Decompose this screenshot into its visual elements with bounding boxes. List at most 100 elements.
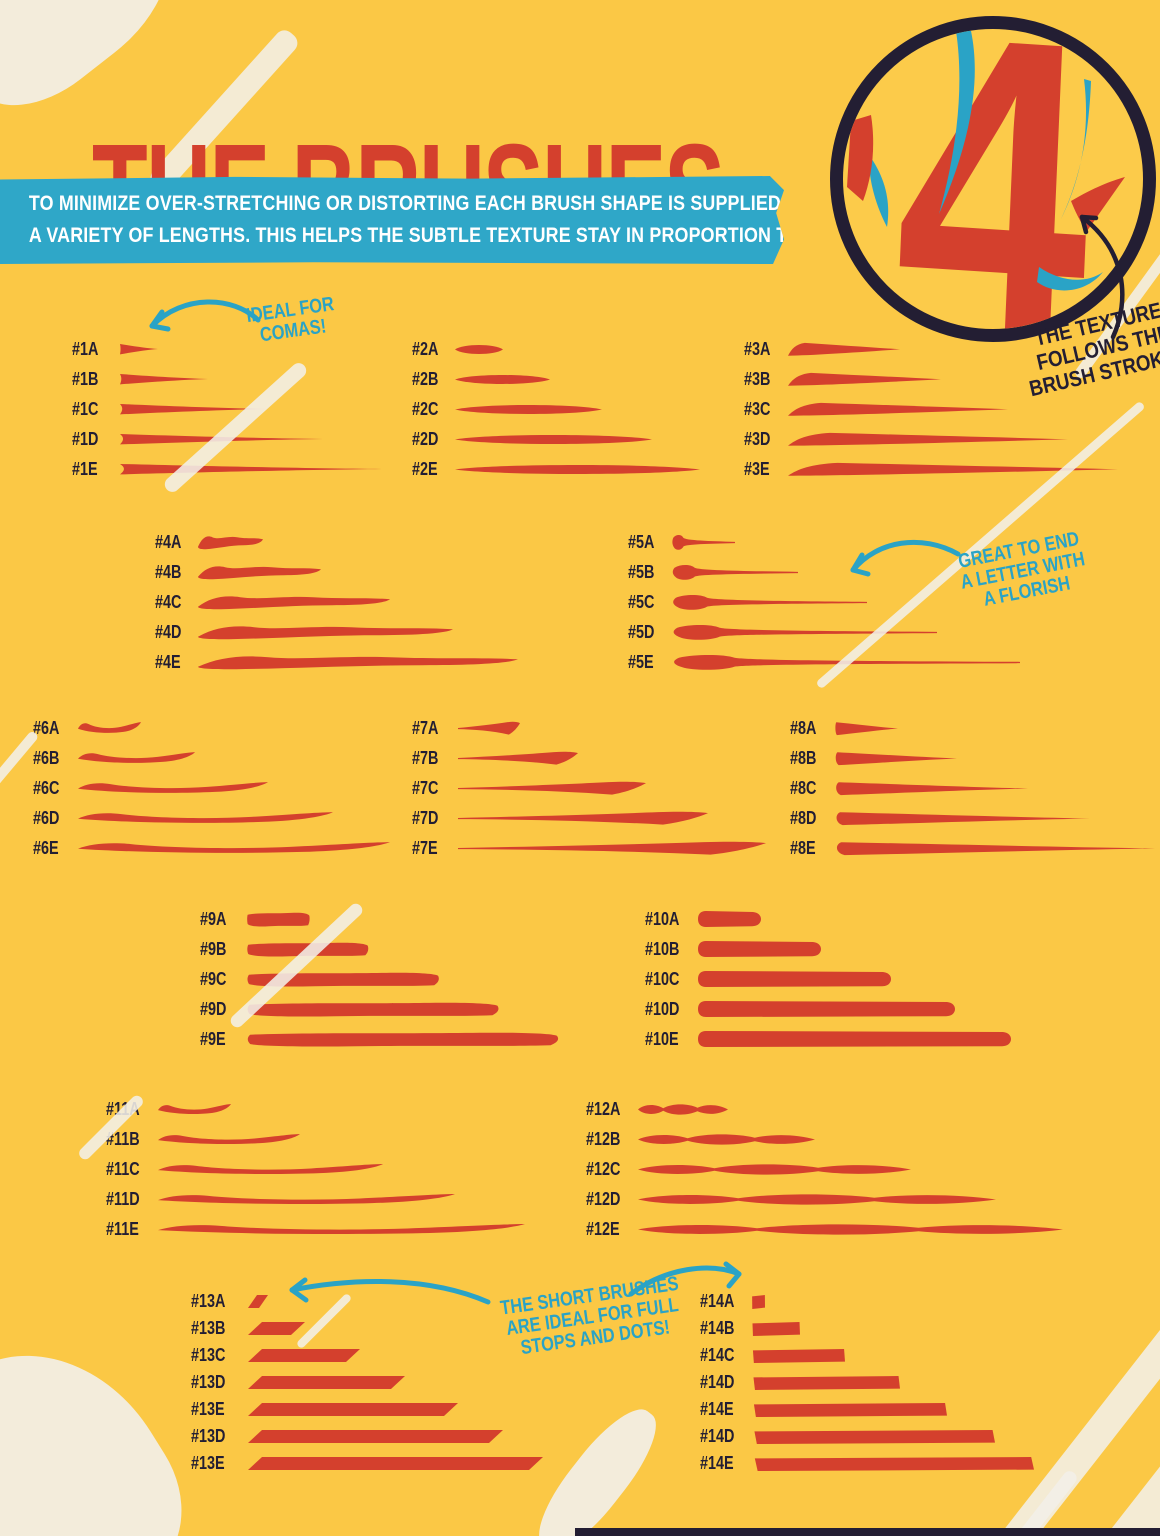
comas-arrow [149, 299, 261, 332]
brush-stroke [638, 1163, 911, 1175]
brush-stroke [120, 433, 323, 445]
brush-stroke [752, 1348, 845, 1363]
brush-label: #7B [412, 748, 439, 768]
brush-label: #14B [700, 1318, 735, 1338]
brush-stroke [835, 721, 898, 735]
brush-label: #7D [412, 808, 439, 828]
brush-label: #12C [586, 1159, 621, 1179]
brush-stroke [158, 1223, 525, 1234]
brush-stroke [198, 536, 263, 550]
brush-stroke [78, 722, 141, 733]
brush-label: #11D [106, 1189, 140, 1209]
brush-label: #10C [645, 969, 680, 989]
brush-stroke [698, 911, 761, 927]
brush-label: #1A [72, 339, 99, 359]
brush-label: #12A [586, 1099, 621, 1119]
brush-label: #10D [645, 999, 680, 1019]
brush-label: #14D [700, 1372, 735, 1392]
brush-stroke [458, 781, 646, 795]
brush-label: #2B [412, 369, 439, 389]
brush-stroke [638, 1103, 728, 1115]
brush-stroke [455, 464, 700, 474]
brush-stroke [158, 1163, 383, 1174]
brush-label: #4E [155, 652, 181, 672]
brush-label: #9E [200, 1029, 226, 1049]
brush-stroke [78, 782, 268, 793]
brush-label: #5A [628, 532, 655, 552]
brush-stroke [198, 566, 321, 580]
brush-label: #1D [72, 429, 99, 449]
brush-label: #3A [744, 339, 771, 359]
brush-stroke [120, 463, 382, 475]
brush-label: #4B [155, 562, 182, 582]
brush-label: #13E [191, 1453, 225, 1473]
brush-label: #11E [106, 1219, 139, 1239]
brush-label: #9C [200, 969, 227, 989]
brush-label: #8A [790, 718, 817, 738]
brush-stroke [247, 972, 439, 987]
brush-label: #11B [106, 1129, 140, 1149]
brush-stroke [247, 1002, 499, 1017]
brush-stroke [752, 1294, 765, 1309]
brush-label: #2A [412, 339, 439, 359]
brush-label: #14D [700, 1426, 735, 1446]
brush-label: #14E [700, 1453, 734, 1473]
brush-stroke [455, 404, 602, 414]
brush-label: #14C [700, 1345, 735, 1365]
brush-label: #4D [155, 622, 182, 642]
brush-label: #11A [106, 1099, 140, 1119]
bottom-bar [575, 1528, 1160, 1536]
brush-label: #6D [33, 808, 60, 828]
florish-arrow [850, 539, 961, 577]
brush-stroke [638, 1193, 996, 1205]
brush-stroke [698, 971, 891, 987]
brush-label: #6B [33, 748, 60, 768]
brush-label: #9A [200, 909, 227, 929]
brush-stroke [788, 342, 900, 356]
brush-label: #10A [645, 909, 680, 929]
brush-stroke [248, 1403, 458, 1416]
brush-label: #4A [155, 532, 182, 552]
brush-stroke [835, 751, 957, 765]
brush-label: #13D [191, 1426, 226, 1446]
brush-stroke [458, 751, 578, 765]
brush-stroke [788, 462, 1118, 476]
brush-stroke [158, 1133, 300, 1144]
banner-text-line: A VARIETY OF LENGTHS. THIS HELPS THE SUB… [28, 224, 821, 247]
brush-stroke [458, 721, 520, 735]
brush-stroke [672, 564, 798, 580]
brush-label: #6A [33, 718, 60, 738]
brush-label: #9D [200, 999, 227, 1019]
brush-label: #8D [790, 808, 817, 828]
brush-stroke [638, 1223, 1063, 1235]
brush-stroke [247, 942, 369, 957]
brush-stroke [788, 432, 1068, 446]
brush-label: #5D [628, 622, 655, 642]
brush-stroke [638, 1133, 815, 1145]
brush-stroke [248, 1430, 503, 1443]
brush-label: #8B [790, 748, 817, 768]
brush-stroke [198, 626, 453, 640]
banner-text-line: TO MINIMIZE OVER-STRETCHING OR DISTORTIN… [28, 192, 805, 215]
brush-stroke [698, 941, 821, 957]
texture-arrow [1079, 214, 1125, 340]
brush-stroke [754, 1456, 1034, 1471]
stops-arrow-right [628, 1261, 742, 1297]
brush-stroke [674, 654, 1020, 670]
brush-label: #10B [645, 939, 680, 959]
brush-stroke [78, 842, 390, 853]
brush-stroke [698, 1031, 1011, 1047]
brush-stroke [673, 594, 867, 610]
brush-stroke [672, 534, 735, 550]
brush-label: #8E [790, 838, 816, 858]
brush-label: #9B [200, 939, 227, 959]
brush-stroke [248, 1322, 305, 1335]
brush-stroke [248, 1349, 360, 1362]
brush-stroke [248, 1295, 268, 1308]
brush-label: #13C [191, 1345, 226, 1365]
brush-label: #14A [700, 1291, 735, 1311]
brush-stroke [455, 434, 652, 444]
brush-stroke [158, 1103, 231, 1114]
brush-stroke [753, 1402, 947, 1417]
